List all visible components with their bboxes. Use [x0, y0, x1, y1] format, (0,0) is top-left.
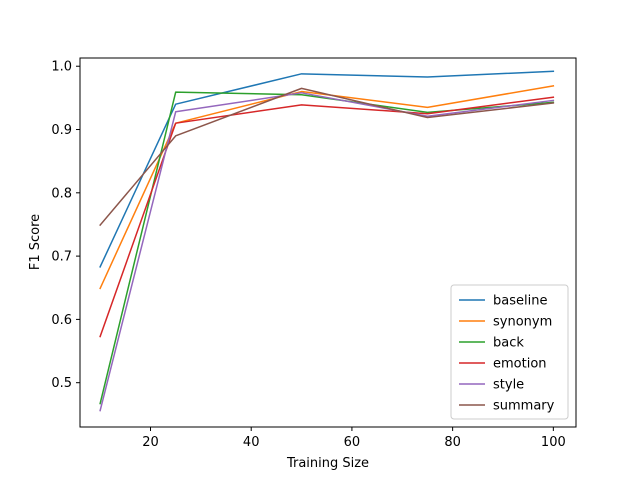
x-tick-label: 60	[344, 435, 361, 450]
legend-label-emotion: emotion	[493, 357, 547, 372]
y-tick-label: 0.6	[51, 313, 72, 328]
y-tick-label: 1.0	[51, 60, 72, 75]
y-tick-label: 0.5	[51, 376, 72, 391]
x-tick-label: 80	[444, 435, 461, 450]
legend-frame	[450, 284, 569, 420]
series-line-summary	[99, 87, 555, 227]
x-tick-label: 40	[243, 435, 260, 450]
series-line-baseline	[99, 70, 555, 268]
x-axis: 20 40 60 80 100	[142, 427, 566, 450]
series-line-style	[99, 92, 555, 412]
series-lines	[99, 70, 555, 412]
y-tick-label: 0.8	[51, 186, 72, 201]
y-tick-label: 0.9	[51, 123, 72, 138]
y-axis: 0.5 0.6 0.7 0.8 0.9 1.0	[51, 60, 80, 391]
x-axis-label: Training Size	[286, 456, 369, 471]
y-tick-label: 0.7	[51, 250, 72, 265]
x-tick-label: 100	[541, 435, 566, 450]
legend-label-summary: summary	[493, 399, 555, 414]
x-tick-label: 20	[142, 435, 159, 450]
y-axis-label: F1 Score	[28, 214, 43, 270]
legend-label-synonym: synonym	[493, 315, 552, 330]
series-line-synonym	[99, 84, 555, 290]
legend-label-baseline: baseline	[493, 294, 547, 309]
plot-frame	[79, 57, 577, 428]
legend: baseline synonym back emotion style summary	[450, 284, 569, 420]
legend-label-back: back	[493, 336, 524, 351]
legend-label-style: style	[493, 378, 524, 393]
series-line-emotion	[99, 96, 555, 338]
